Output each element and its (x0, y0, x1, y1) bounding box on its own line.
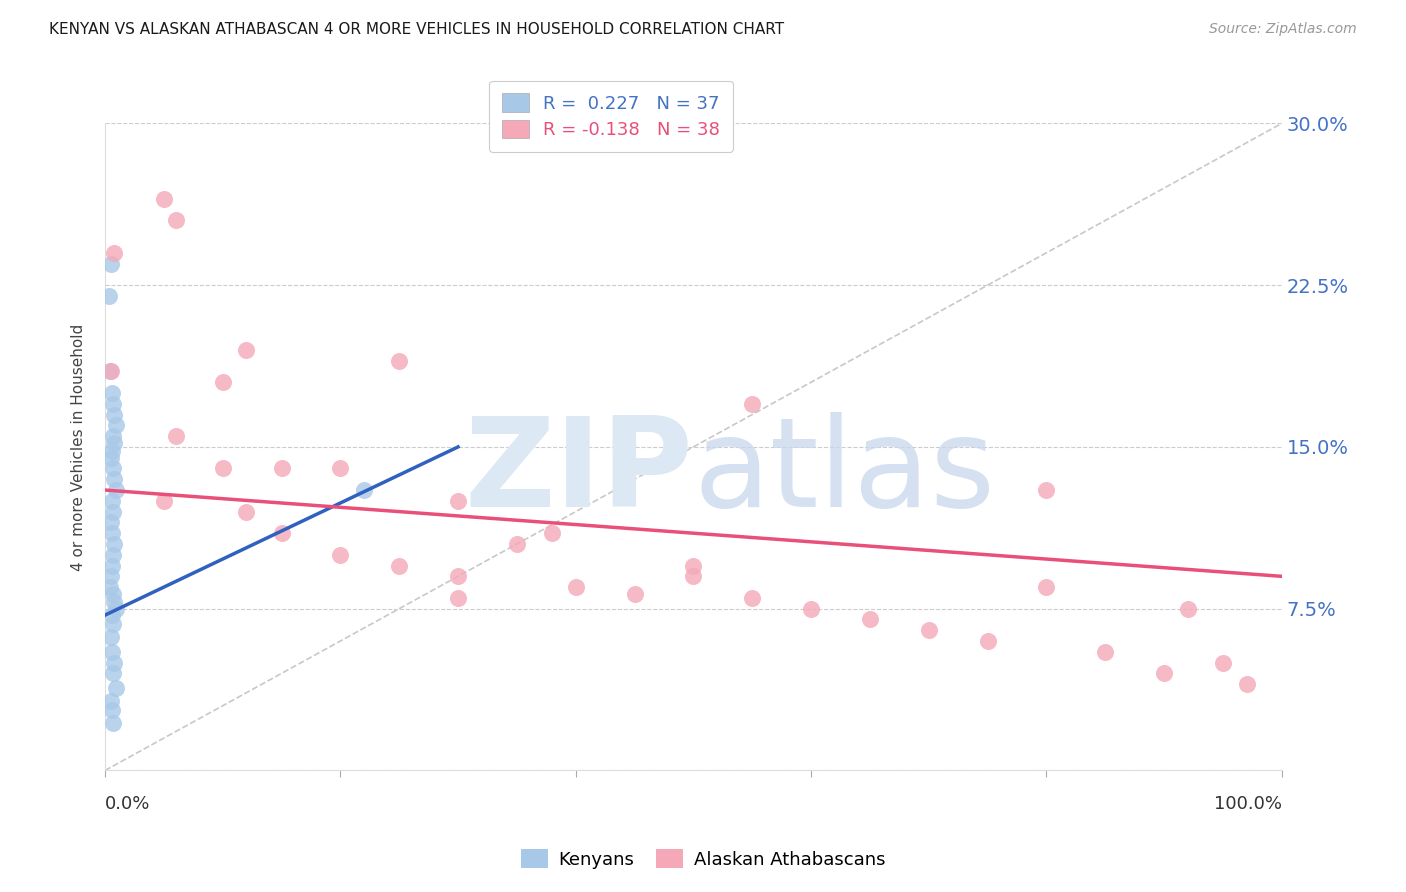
Point (103, 586, 125, 600)
Text: Source: ZipAtlas.com: Source: ZipAtlas.com (1209, 22, 1357, 37)
Point (103, 472, 125, 486)
Point (100, 630, 122, 644)
Point (447, 493, 470, 508)
Point (100, 256, 122, 270)
Legend: Kenyans, Alaskan Athabascans: Kenyans, Alaskan Athabascans (513, 842, 893, 876)
Point (447, 569, 470, 583)
Text: atlas: atlas (693, 412, 995, 533)
Point (103, 616, 125, 631)
Point (104, 483, 127, 497)
Point (211, 375, 233, 389)
Point (101, 608, 124, 623)
Point (682, 569, 704, 583)
Point (100, 516, 122, 530)
Point (1035, 483, 1057, 497)
Point (100, 364, 122, 378)
Point (103, 548, 125, 562)
Point (741, 591, 763, 605)
Point (101, 703, 124, 717)
Point (97, 289, 120, 303)
Point (103, 505, 125, 519)
Point (1236, 677, 1258, 691)
Point (103, 595, 125, 609)
Text: ZIP: ZIP (464, 412, 693, 533)
Point (101, 526, 124, 541)
Point (1177, 601, 1199, 615)
Point (103, 666, 125, 681)
Point (859, 612, 882, 626)
Point (103, 716, 125, 731)
Point (103, 408, 125, 422)
Point (153, 192, 176, 206)
Point (165, 429, 187, 443)
Point (388, 558, 411, 573)
Point (103, 461, 125, 475)
Point (623, 586, 645, 600)
Point (101, 444, 124, 458)
Point (98, 364, 121, 378)
Point (103, 656, 125, 670)
Text: KENYAN VS ALASKAN ATHABASCAN 4 OR MORE VEHICLES IN HOUSEHOLD CORRELATION CHART: KENYAN VS ALASKAN ATHABASCAN 4 OR MORE V… (49, 22, 785, 37)
Point (270, 526, 292, 541)
Text: 0.0%: 0.0% (105, 795, 150, 813)
Point (104, 601, 127, 615)
Point (447, 591, 470, 605)
Point (1212, 656, 1234, 670)
Point (104, 681, 127, 696)
Point (103, 397, 125, 411)
Point (741, 397, 763, 411)
Point (564, 580, 586, 594)
Point (100, 694, 122, 708)
Point (353, 483, 375, 497)
Point (1094, 645, 1116, 659)
Point (800, 601, 823, 615)
Point (103, 245, 125, 260)
Point (103, 429, 125, 443)
Point (506, 537, 529, 551)
Point (100, 569, 122, 583)
Point (101, 558, 124, 573)
Point (1153, 666, 1175, 681)
Point (541, 526, 564, 541)
Point (235, 343, 257, 357)
Point (104, 418, 127, 433)
Text: 100.0%: 100.0% (1213, 795, 1282, 813)
Point (103, 537, 125, 551)
Point (101, 493, 124, 508)
Point (235, 505, 257, 519)
Point (682, 558, 704, 573)
Legend: R =  0.227   N = 37, R = -0.138   N = 38: R = 0.227 N = 37, R = -0.138 N = 38 (489, 80, 733, 152)
Point (211, 461, 233, 475)
Point (270, 461, 292, 475)
Point (329, 548, 352, 562)
Point (153, 493, 176, 508)
Point (100, 450, 122, 465)
Point (1035, 580, 1057, 594)
Point (101, 645, 124, 659)
Point (329, 461, 352, 475)
Point (103, 435, 125, 450)
Point (976, 634, 998, 648)
Point (98, 580, 121, 594)
Point (101, 386, 124, 401)
Point (165, 213, 187, 227)
Point (388, 353, 411, 368)
Point (918, 624, 941, 638)
Y-axis label: 4 or more Vehicles in Household: 4 or more Vehicles in Household (72, 323, 86, 571)
